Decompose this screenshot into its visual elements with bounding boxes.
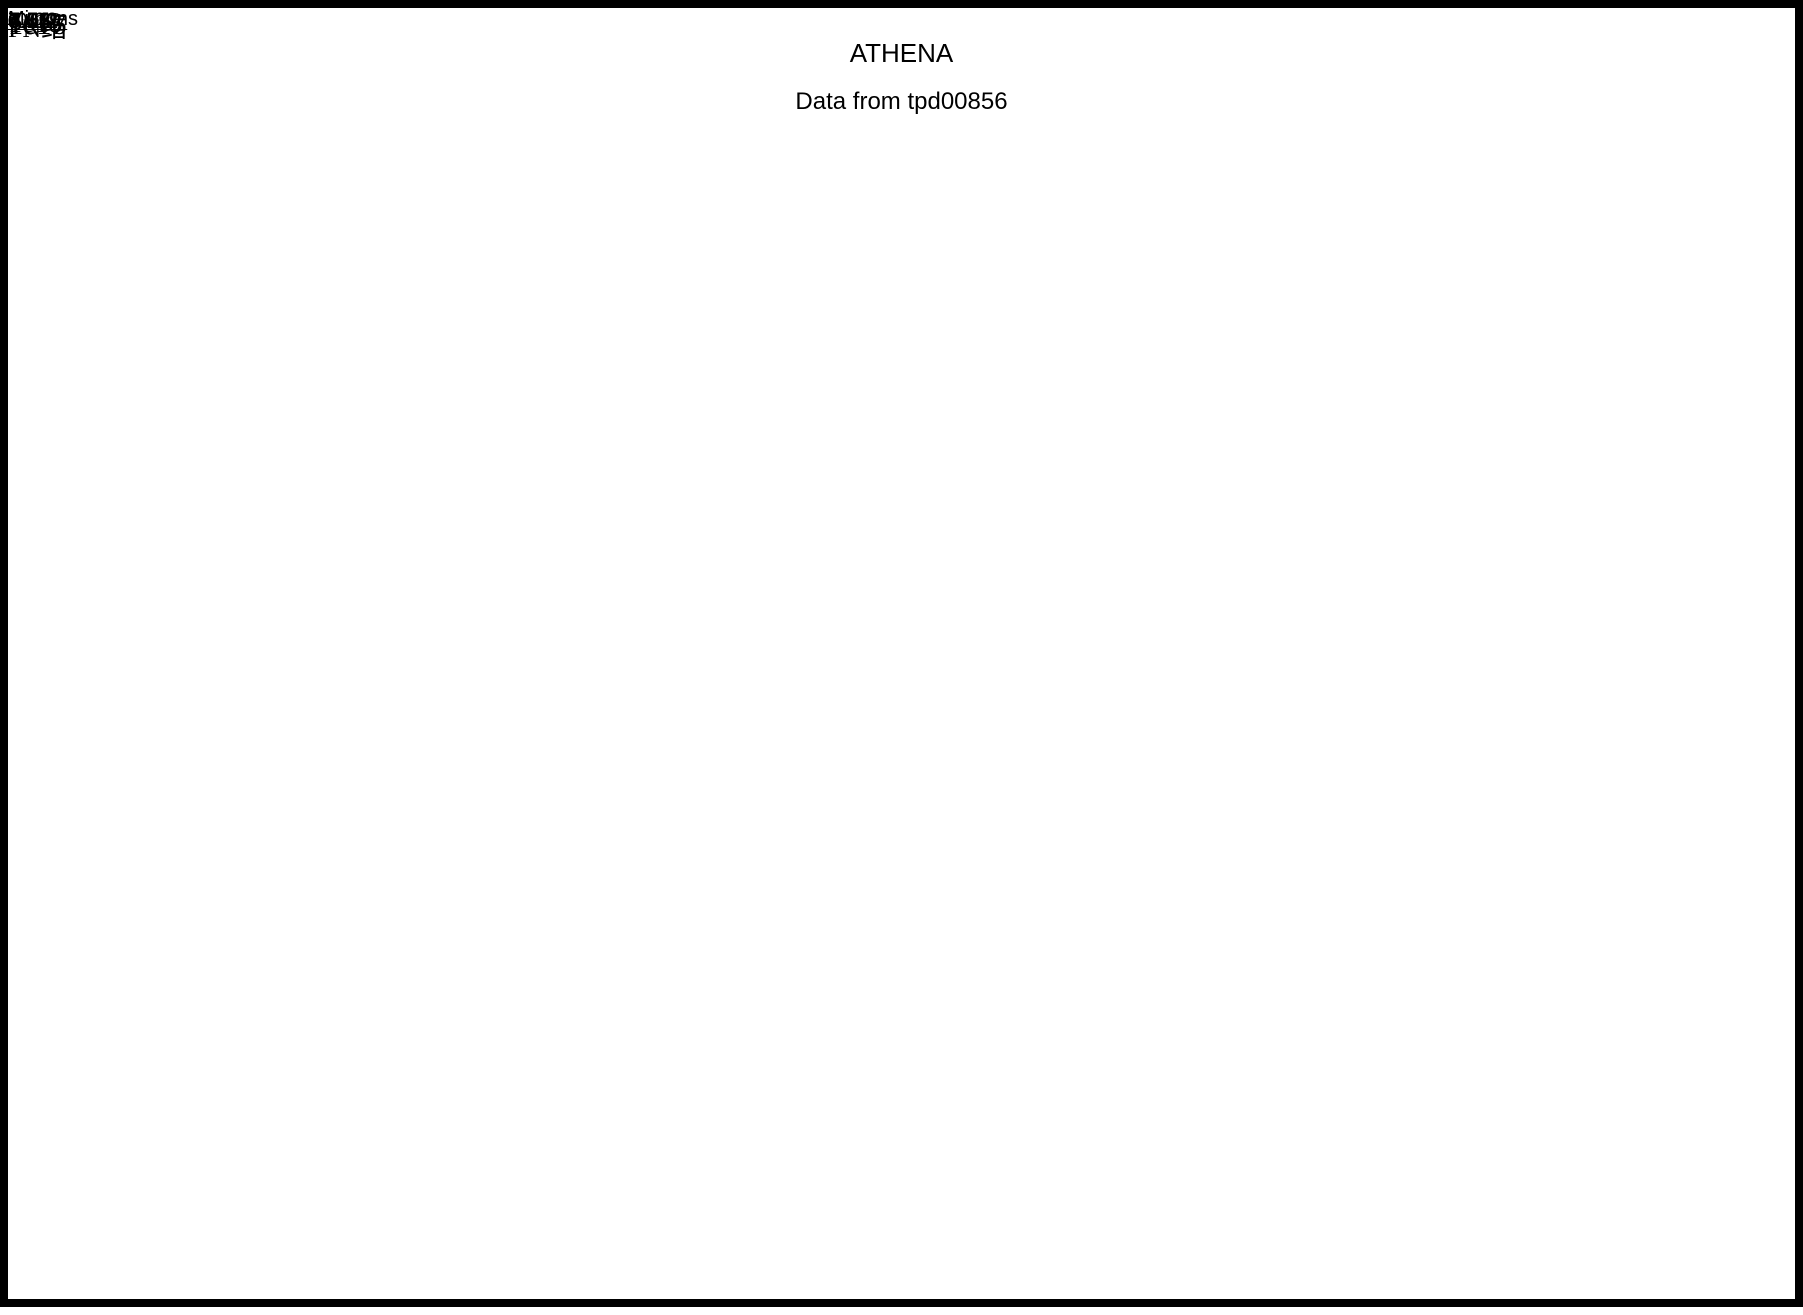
plot-area [8,8,1803,1315]
y-axis-label: Microns [93,0,116,8]
figure-frame: ATHENA Data from tpd00856 Microns Micron… [0,0,1803,1307]
plot-annotation: PN结 [8,8,67,45]
